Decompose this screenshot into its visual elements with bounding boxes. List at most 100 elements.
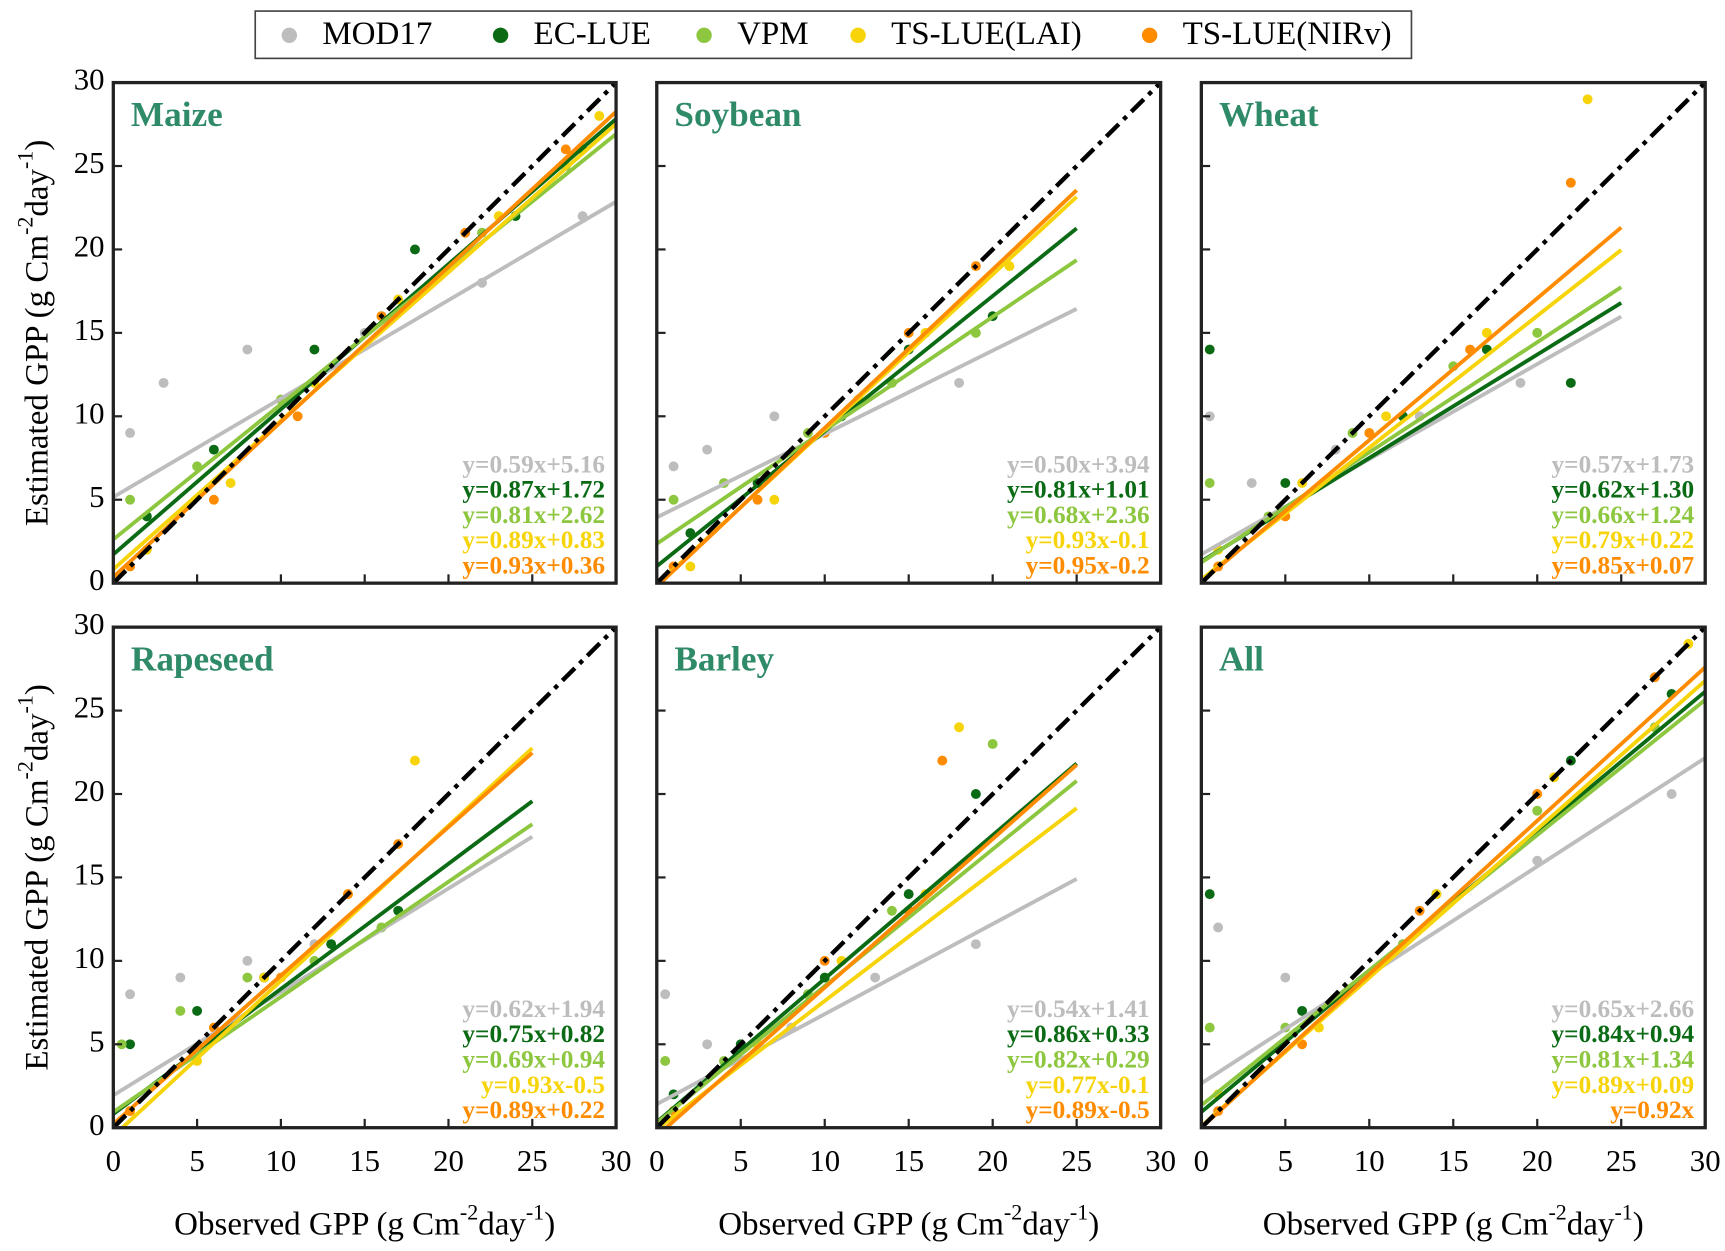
- identity-line: [113, 627, 617, 1128]
- x-axis-label: Observed GPP (g Cm-2day-1): [174, 1199, 555, 1242]
- y-tick-label: 0: [89, 563, 104, 597]
- fit-label: y=0.62x+1.94: [462, 995, 605, 1023]
- x-tick-label: 0: [106, 1144, 121, 1178]
- x-axis-label-part: day: [1567, 1206, 1615, 1242]
- data-point: [1481, 327, 1492, 338]
- fit-label: y=0.62x+1.30: [1552, 476, 1695, 504]
- x-axis-label-part: -1: [526, 1199, 544, 1224]
- x-tick-label: 5: [189, 1144, 204, 1178]
- plot-area: [1201, 82, 1706, 584]
- data-point: [208, 444, 219, 455]
- fit-label: y=0.87x+1.72: [462, 476, 605, 504]
- x-tick-label: 30: [601, 1144, 632, 1178]
- fit-line: [663, 763, 1078, 1128]
- data-point: [1565, 177, 1576, 188]
- legend-label: VPM: [737, 16, 809, 52]
- data-point: [668, 461, 679, 472]
- data-point: [410, 244, 420, 255]
- data-point: [660, 1056, 671, 1066]
- fit-label: y=0.54x+1.41: [1007, 995, 1150, 1023]
- fit-line: [1201, 756, 1706, 1085]
- x-axis-label-part: -2: [1548, 1199, 1566, 1224]
- data-point: [702, 444, 713, 455]
- legend-label: TS-LUE(NIRv): [1183, 16, 1392, 52]
- y-tick-label: 20: [74, 774, 105, 808]
- legend-marker: [1141, 27, 1158, 43]
- data-point: [1213, 922, 1224, 933]
- fit-label: y=0.79x+0.22: [1552, 526, 1695, 554]
- legend-box: [254, 10, 1413, 60]
- data-point: [702, 1039, 713, 1050]
- data-point: [225, 478, 236, 488]
- x-tick-label: 25: [1606, 1144, 1637, 1178]
- data-point: [125, 428, 136, 438]
- data-point: [987, 738, 998, 749]
- data-point: [1204, 344, 1215, 355]
- data-point: [242, 344, 253, 355]
- y-axis-label-part: day: [19, 168, 55, 216]
- data-point: [175, 972, 186, 983]
- y-tick-label: 25: [74, 691, 105, 725]
- fit-label: y=0.93x-0.5: [481, 1071, 605, 1099]
- panel-title: Wheat: [1219, 95, 1319, 134]
- y-tick-label: 15: [74, 313, 105, 347]
- y-tick-label: 30: [74, 63, 105, 97]
- identity-line: [1201, 627, 1706, 1128]
- x-tick-label: 20: [1522, 1144, 1553, 1178]
- x-tick-label: 20: [977, 1144, 1008, 1178]
- data-point: [175, 1005, 186, 1016]
- fit-label: y=0.66x+1.24: [1552, 501, 1695, 529]
- x-axis-label-part: ): [1633, 1206, 1644, 1242]
- y-axis-label-part: ): [19, 140, 55, 151]
- y-axis-label-part: -1: [12, 695, 37, 713]
- fit-label: y=0.93x+0.36: [462, 552, 605, 580]
- plot-area: [656, 627, 1161, 1128]
- y-axis-label-part: -2: [12, 217, 37, 235]
- data-point: [242, 972, 253, 983]
- x-tick-label: 10: [266, 1144, 297, 1178]
- data-point: [903, 889, 914, 900]
- fit-label: y=0.59x+5.16: [462, 450, 605, 478]
- data-point: [125, 1039, 136, 1050]
- data-point: [668, 494, 679, 505]
- data-point: [1515, 377, 1526, 388]
- x-tick-label: 10: [1354, 1144, 1385, 1178]
- fit-label: y=0.89x-0.5: [1026, 1096, 1150, 1124]
- fit-line: [113, 751, 534, 1126]
- x-axis-label-part: day: [478, 1206, 526, 1242]
- data-point: [1364, 428, 1375, 438]
- fit-line: [656, 226, 1078, 568]
- data-point: [594, 111, 605, 121]
- fit-label: y=0.75x+0.82: [462, 1020, 605, 1048]
- panel-title: All: [1219, 639, 1264, 678]
- data-point: [1381, 411, 1392, 422]
- legend-label: TS-LUE(LAI): [891, 16, 1082, 52]
- data-point: [769, 494, 780, 505]
- x-tick-label: 5: [733, 1144, 748, 1178]
- fit-line: [656, 258, 1078, 546]
- data-point: [1246, 478, 1257, 488]
- data-point: [870, 972, 881, 983]
- data-point: [309, 344, 320, 355]
- data-point: [1532, 327, 1543, 338]
- fit-label: y=0.65x+2.66: [1552, 995, 1695, 1023]
- x-axis-label-part: -1: [1070, 1199, 1088, 1224]
- fit-label: y=0.93x-0.1: [1026, 526, 1150, 554]
- data-point: [326, 939, 337, 950]
- x-tick-label: 15: [893, 1144, 924, 1178]
- panel-title: Soybean: [674, 95, 802, 134]
- y-axis-label-part: ): [19, 684, 55, 695]
- data-point: [292, 411, 303, 422]
- fit-label: y=0.85x+0.07: [1552, 552, 1695, 580]
- fit-line: [657, 188, 1078, 584]
- fit-line: [1201, 665, 1706, 1128]
- fit-label: y=0.57x+1.73: [1552, 450, 1695, 478]
- y-tick-label: 10: [74, 396, 105, 430]
- y-axis-label-part: Estimated GPP (g Cm: [19, 779, 55, 1071]
- x-axis-label-part: -2: [460, 1199, 478, 1224]
- fit-label: y=0.81x+1.01: [1007, 476, 1150, 504]
- x-axis-label-part: Observed GPP (g Cm: [174, 1206, 460, 1242]
- x-axis-label-part: Observed GPP (g Cm: [1263, 1206, 1549, 1242]
- identity-line: [1201, 82, 1706, 584]
